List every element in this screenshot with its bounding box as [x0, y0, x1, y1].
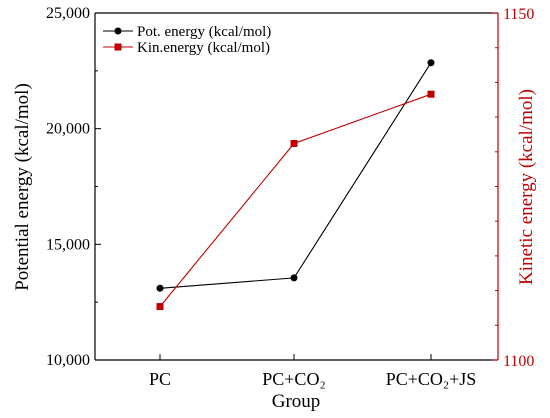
- data-point-series-1: [290, 274, 298, 282]
- x-tick-label: PC+CO₂+JS: [386, 369, 477, 389]
- left-tick-label: 10,000: [46, 352, 90, 369]
- x-tick-label: PC: [149, 369, 171, 389]
- right-tick-label: 1100: [503, 353, 534, 370]
- legend-marker-1: [114, 27, 122, 35]
- data-point-series-2: [427, 90, 435, 98]
- left-tick-label: 15,000: [46, 236, 90, 253]
- left-axis-title: Potential energy (kcal/mol): [12, 83, 33, 291]
- axes: [94, 12, 499, 361]
- data-point-series-2: [156, 303, 164, 311]
- left-tick-label: 25,000: [46, 5, 90, 22]
- data-point-series-2: [290, 139, 298, 147]
- legend-label-2: Kin.energy (kcal/mol): [137, 40, 270, 56]
- x-axis-title: Group: [272, 391, 321, 412]
- tick-labels: 10,000 15,000 20,000 25,000 1100 1150 PC PC+CO₂…: [46, 5, 534, 389]
- legend: Pot. energy (kcal/mol)Kin.energy (kcal/m…: [103, 24, 271, 56]
- series-lines: [156, 59, 435, 311]
- series-line-1: [159, 62, 432, 289]
- right-tick-label: 1150: [503, 6, 534, 23]
- legend-marker-2: [114, 43, 122, 51]
- left-tick-label: 20,000: [46, 121, 90, 138]
- axis-titles: Potential energy (kcal/mol) Kinetic energ…: [12, 83, 537, 412]
- data-point-series-1: [156, 284, 164, 292]
- x-tick-label: PC+CO₂: [262, 369, 325, 389]
- legend-label-1: Pot. energy (kcal/mol): [137, 24, 271, 40]
- data-point-series-1: [427, 59, 435, 67]
- right-axis-title: Kinetic energy (kcal/mol): [516, 89, 537, 285]
